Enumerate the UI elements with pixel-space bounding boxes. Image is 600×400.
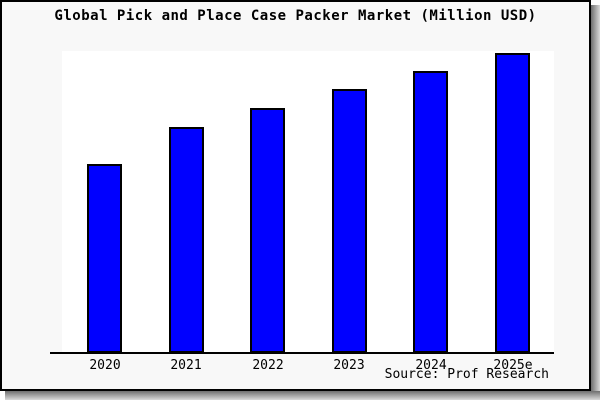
source-text: Source: Prof Research [384,367,549,382]
x-tick-label-2025e: 2025e [493,358,533,373]
bar-2023 [332,89,367,353]
chart-title: Global Pick and Place Case Packer Market… [54,8,537,24]
plot-area [62,51,554,353]
bar-2020 [87,164,122,353]
chart-frame: Global Pick and Place Case Packer Market… [0,0,591,391]
shadow-bottom [5,391,600,400]
x-tick-label-2024: 2024 [415,358,447,373]
bar-2022 [250,108,285,353]
bar-2021 [169,127,204,353]
x-tick-label-2020: 2020 [89,358,121,373]
x-tick-label-2023: 2023 [333,358,365,373]
x-tick-label-2021: 2021 [170,358,202,373]
bar-2024 [413,71,448,353]
shadow-right [591,5,600,400]
x-axis-line [50,352,554,354]
bar-2025e [495,53,530,353]
x-tick-label-2022: 2022 [252,358,284,373]
